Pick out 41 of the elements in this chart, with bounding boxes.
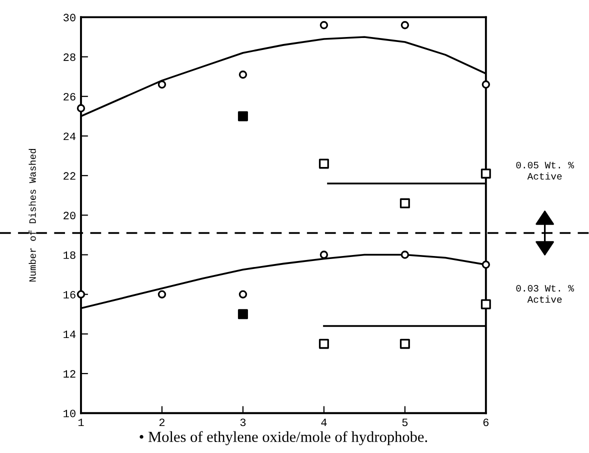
text: 0.03 Wt. % Active bbox=[516, 285, 574, 303]
x-tick-label: 6 bbox=[483, 418, 489, 426]
y-tick-label: 28 bbox=[64, 53, 76, 61]
point bbox=[400, 250, 410, 259]
point bbox=[482, 260, 490, 269]
point bbox=[400, 21, 410, 30]
x-axis-title: • Moles of ethylene oxide/mole of hydrophobe. bbox=[140, 431, 428, 446]
point bbox=[238, 309, 248, 320]
point bbox=[482, 80, 490, 89]
text: 0.05 Wt. % Active bbox=[516, 162, 574, 180]
y-tick-label: 18 bbox=[64, 251, 76, 259]
point bbox=[158, 290, 166, 298]
x-tick-label: 5 bbox=[402, 418, 408, 426]
point bbox=[320, 21, 328, 30]
y-tick-label: 16 bbox=[64, 290, 76, 298]
point bbox=[400, 338, 410, 349]
y-tick-label: 22 bbox=[64, 172, 76, 180]
point bbox=[318, 338, 329, 349]
x-tick-label: 1 bbox=[78, 418, 84, 426]
y-tick-label: 26 bbox=[64, 92, 76, 101]
y-tick-label: 20 bbox=[64, 212, 76, 220]
point bbox=[320, 250, 328, 259]
y-tick-label: 10 bbox=[64, 410, 76, 418]
point bbox=[158, 80, 166, 89]
point bbox=[76, 290, 86, 298]
point bbox=[76, 104, 86, 112]
point bbox=[480, 168, 491, 179]
y-tick-label: 24 bbox=[64, 132, 76, 140]
point bbox=[238, 70, 248, 79]
x-tick-label: 2 bbox=[159, 418, 165, 426]
point bbox=[400, 198, 410, 208]
point bbox=[480, 299, 491, 310]
y-tick-label: 14 bbox=[64, 330, 76, 338]
point bbox=[238, 111, 248, 122]
y-tick-label: 30 bbox=[63, 14, 76, 22]
x-tick-label: 3 bbox=[240, 418, 246, 426]
x-tick-label: 4 bbox=[321, 418, 327, 426]
y-axis-title: Number of Dishes Washed bbox=[28, 148, 36, 282]
y-tick-label: 12 bbox=[64, 370, 76, 378]
point bbox=[238, 290, 248, 298]
point bbox=[318, 158, 329, 169]
